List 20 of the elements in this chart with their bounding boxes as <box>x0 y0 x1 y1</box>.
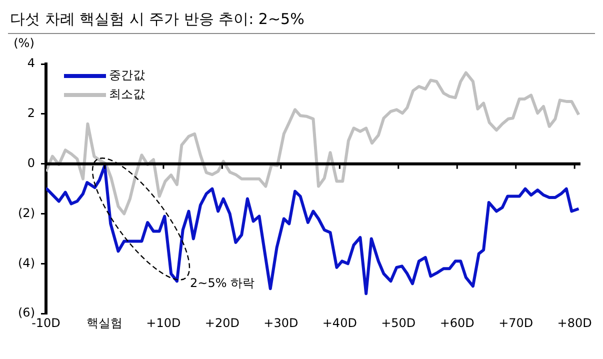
x-tick-label: +60D <box>440 316 474 330</box>
y-tick-label: 4 <box>27 56 35 70</box>
x-tick-label: +20D <box>204 316 240 330</box>
x-tick-label: +40D <box>322 316 357 330</box>
y-axis-title: (%) <box>14 36 34 50</box>
annotation: 2~5% 하락 <box>190 276 255 290</box>
legend-label: 중간값 <box>108 67 145 84</box>
x-tick-label: +50D <box>381 316 416 330</box>
chart-title: 다섯 차례 핵실험 시 주가 반응 추이: 2~5% <box>8 8 595 34</box>
x-tick-label: +30D <box>264 316 298 330</box>
x-tick-label: +80D <box>557 316 592 330</box>
y-tick-label: (6) <box>18 306 35 320</box>
y-tick-label: 2 <box>27 106 35 120</box>
x-tick-label: +70D <box>498 316 534 330</box>
y-tick-label: (4) <box>18 256 35 270</box>
y-tick-label: (2) <box>18 206 35 220</box>
legend-label: 최소값 <box>108 86 145 103</box>
x-tick-label: 핵실험 <box>86 316 123 330</box>
y-tick-label: 0 <box>27 156 35 170</box>
x-tick-label: +10D <box>146 316 181 330</box>
